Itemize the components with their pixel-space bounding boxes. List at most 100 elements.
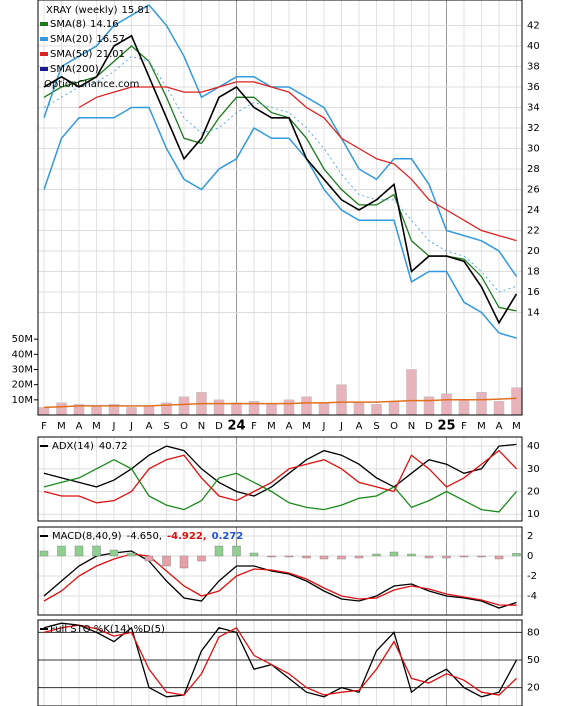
x-tick-label: 25 [437,419,455,434]
x-tick-label: A [496,421,503,432]
series-line [43,553,517,606]
volume-bar [143,405,155,416]
histogram-bar [389,551,399,557]
histogram-bar [179,555,189,569]
volume-bar [231,402,242,416]
legend-name: SMA(8) [50,19,86,30]
volume-bar [266,404,277,416]
x-tick-label: D [215,421,223,432]
histogram-bar [302,555,311,559]
series-line [43,624,517,696]
watermark: OptionChance.com [44,79,139,90]
band-upper [43,4,518,278]
volume-tick-label: 30M [12,365,33,376]
y-tick-label: 0 [527,551,533,562]
legend-label: SMA(8) 14.16 [50,19,119,30]
histogram-bar [92,545,101,557]
y-tick-label: 40 [527,41,540,52]
y-tick-label: 42 [527,21,540,32]
y-tick-label: 20 [527,683,540,694]
price-line [43,34,518,325]
volume-bar [91,405,102,416]
panel-frame [37,526,523,616]
y-tick-label: 10 [527,509,540,520]
legend-label: SMA(200) [50,64,99,75]
y-tick-label: 16 [527,287,540,298]
volume-bar [353,402,365,416]
legend-swatch [40,37,48,41]
histogram-bar [249,552,259,557]
legend-name: MACD(8,40,9) [52,531,122,542]
volume-bar [371,404,382,416]
series-line [78,81,517,242]
x-tick-label: M [302,421,311,432]
x-tick-label: N [198,421,205,432]
histogram-bar [372,553,381,557]
y-tick-label: 22 [527,226,540,237]
volume-bar [458,399,470,416]
histogram-bar [267,555,276,558]
y-tick-label: 30 [527,144,540,155]
histogram-bar [214,545,224,557]
legend-value: 16.57 [96,34,125,45]
y-tick-label: 34 [527,103,540,114]
x-tick-label: M [512,421,521,432]
legend-label: Full STO %K(14) %D(5) [50,624,165,635]
x-tick-label: J [322,421,326,432]
x-tick-label: 24 [227,419,245,434]
histogram-bar [477,555,486,558]
volume-bar [178,396,190,416]
volume-bar [336,384,347,416]
x-tick-label: F [461,421,467,432]
legend-name: SMA(50) [50,49,92,60]
legend-value: 40.72 [99,441,128,452]
legend-label: SMA(20) 16.57 [50,34,125,45]
series-line [43,443,517,497]
histogram-bar [39,550,49,557]
y-tick-label: 32 [527,123,540,134]
x-tick-label: S [163,421,169,432]
title-text: XRAY (weekly) [46,5,118,16]
volume-tick-label: 20M [12,380,33,391]
legend-value: 21.01 [96,49,125,60]
legend-swatch [40,22,48,26]
volume-bar [301,396,312,416]
chart-title: XRAY (weekly) 15.81 [46,5,150,16]
volume-bar [283,399,295,416]
y-tick-label: 38 [527,62,540,73]
series-line [43,458,517,513]
y-tick-label: 30 [527,464,540,475]
volume-tick-label: 40M [12,349,33,360]
y-tick-label: 28 [527,164,540,175]
x-tick-label: N [408,421,415,432]
legend-label: ADX(14) 40.72 [52,441,128,452]
y-tick-label: -2 [527,571,537,582]
y-tick-label: 50 [527,655,540,666]
volume-tick-label: 50M [12,334,33,345]
histogram-bar [127,552,136,557]
y-tick-label: 18 [527,267,540,278]
x-tick-label: M [57,421,66,432]
legend-value: -4.922, [167,531,207,542]
volume-bar [213,399,225,416]
y-tick-label: 80 [527,627,540,638]
legend-value: 0.272 [212,531,244,542]
histogram-bar [197,555,206,562]
histogram-bar [354,555,364,559]
histogram-bar [337,555,346,560]
histogram-bar [319,555,329,560]
series-line [43,55,517,293]
panel-frame [37,0,523,416]
x-tick-label: F [251,421,257,432]
x-tick-label: O [180,421,188,432]
volume-bar [56,402,67,416]
volume-bar [406,369,417,416]
panel-frame [37,436,523,522]
histogram-bar [74,545,84,557]
histogram-bar [494,555,504,560]
volume-bar [318,402,330,416]
legend-swatch [40,52,48,56]
legend-swatch [40,67,48,71]
histogram-bar [232,545,241,557]
panel-frame [37,619,523,706]
